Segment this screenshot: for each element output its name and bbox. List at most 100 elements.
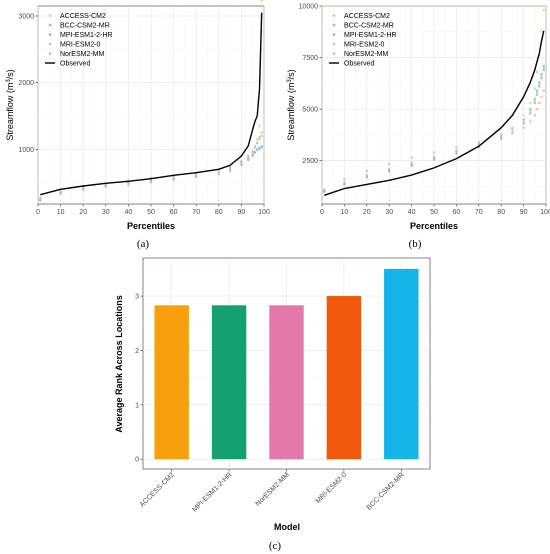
panel-b-series-noresm2-mm-point — [432, 151, 436, 154]
panel-a-series-access-cm2-point — [127, 184, 130, 187]
panel-b-legend-key-access-cm2 — [332, 14, 336, 17]
panel-a-x-tick-label: 0 — [36, 209, 40, 216]
panel-a-legend-label-bcc-csm2-mr: BCC-CSM2-MR — [60, 23, 110, 30]
panel-b-x-tick-label: 60 — [453, 209, 461, 216]
panel-b-x-axis-title: Percentiles — [410, 221, 458, 231]
panel-b-x-tick-label: 20 — [363, 209, 371, 216]
panel-b-series-access-cm2-point — [533, 87, 536, 90]
panel-a-series-access-cm2-point — [258, 124, 261, 128]
panel-a-series-mpi-esm1-2-hr-point — [127, 182, 130, 185]
panel-b-marks — [323, 8, 545, 196]
panel-a-ticks: 0 10 20 30 40 50 60 70 80 90 100 1000 2000 3000 — [18, 14, 270, 217]
panel-a-series-noresm2-mm-point — [258, 136, 261, 139]
panel-c-y-tick-label: 1 — [135, 402, 139, 409]
panel-c-bar-noresm2-mm — [269, 305, 304, 460]
panel-a-series-mpi-esm1-2-hr-point — [217, 171, 220, 174]
panel-a-x-tick-label: 30 — [102, 209, 110, 216]
panel-a-series-mpi-esm1-2-hr-point — [246, 158, 250, 162]
panel-a-series-noresm2-mm-point — [39, 196, 42, 199]
panel-c-y-axis-title: Average Rank Across Locations — [114, 295, 124, 432]
panel-b-y-tick-label: 5000 — [302, 107, 318, 114]
panel-a-series-noresm2-mm-point — [253, 146, 257, 149]
panel-a-y-tick-label: 3000 — [18, 14, 34, 21]
panel-b-series-noresm2-mm-point — [538, 101, 541, 105]
panel-a-series-mpi-esm1-2-hr-point — [149, 180, 153, 183]
panel-b-series-noresm2-mm-point — [455, 146, 458, 149]
panel-c-x-tick-label: NorESM2-MM — [255, 471, 291, 507]
panel-a-series-noresm2-mm-point — [240, 160, 243, 163]
panel-a-series-access-cm2-point — [256, 138, 259, 141]
panel-b-series-noresm2-mm-point — [410, 156, 413, 159]
panel-b-series-mpi-esm1-2-hr-point — [533, 101, 536, 105]
panel-b-series-mri-esm2-0-point — [538, 83, 541, 86]
panel-c-bar-bcc-csm2-mr — [384, 268, 419, 460]
panel-a-legend-key-mpi-esm1-2-hr — [48, 33, 52, 36]
panel-a-series-mpi-esm1-2-hr-point — [251, 154, 254, 158]
panel-c-x-tick-label: BCC-CSM2-MR — [366, 471, 406, 511]
panel-b-series-mri-esm2-0-point — [410, 161, 413, 164]
panel-b-series-bcc-csm2-mr-point — [542, 64, 545, 68]
panel-a-y-tick-label: 2000 — [18, 80, 34, 87]
panel-a-legend: ACCESS-CM2 BCC-CSM2-MR MPI-ESM1-2-HR MRI-ES… — [45, 13, 113, 68]
panel-c-x-axis-title: Model — [274, 522, 300, 532]
panel-a-legend-key-access-cm2 — [48, 14, 52, 17]
panel-b-series-mri-esm2-0-point — [432, 155, 436, 158]
panel-b-y-tick-label: 2500 — [302, 158, 318, 165]
panel-b-series-bcc-csm2-mr-point — [540, 72, 543, 76]
panel-b-series-bcc-csm2-mr-point — [538, 81, 541, 84]
panel-a-x-tick-label: 40 — [125, 209, 133, 216]
panel-b-x-tick-label: 40 — [408, 209, 416, 216]
panel-a-legend-label-access-cm2: ACCESS-CM2 — [60, 13, 106, 20]
panel-b-series-mri-esm2-0-point — [343, 181, 346, 184]
panel-b-series-bcc-csm2-mr-point — [529, 107, 532, 111]
panel-c-y-tick-label: 0 — [135, 457, 139, 464]
panel-a-y-axis-title: Streamflow (m3/s) — [5, 69, 15, 140]
panel-b-series-bcc-csm2-mr-point — [533, 97, 536, 101]
panel-a-x-tick-label: 70 — [192, 209, 200, 216]
panel-c-x-tick-label: MRI-ESM2-0 — [315, 471, 349, 505]
panel-c-bar-mri-esm2-0 — [326, 296, 362, 460]
panel-a-legend-label-mpi-esm1-2-hr: MPI-ESM1-2-HR — [60, 32, 113, 39]
panel-a-legend-key-bcc-csm2-mr — [48, 23, 52, 27]
panel-a-series-noresm2-mm-point — [251, 150, 254, 154]
panel-a-x-tick-label: 60 — [170, 209, 178, 216]
panel-c-y-tick-label: 2 — [135, 348, 139, 355]
panel-b-x-tick-label: 50 — [430, 209, 438, 216]
panel-b-series-noresm2-mm-point — [522, 126, 525, 129]
panel-a-series-mpi-esm1-2-hr-point — [104, 184, 108, 188]
panel-b-series-access-cm2-point — [540, 29, 543, 32]
panel-a-series-observed-line — [40, 12, 263, 196]
panel-a-x-tick-label: 80 — [215, 209, 223, 216]
panel-b-legend-key-mpi-esm1-2-hr — [332, 33, 336, 36]
panel-b-series-access-cm2-point — [535, 70, 539, 74]
panel-b-x-tick-label: 70 — [475, 209, 483, 216]
panel-a-series-mpi-esm1-2-hr-point — [258, 147, 261, 150]
panel-a-series-noresm2-mm-point — [260, 131, 263, 134]
panel-b-series-mpi-esm1-2-hr-point — [388, 170, 391, 173]
panel-a-series-mri-esm2-0-point — [258, 138, 261, 141]
panel-a-series-access-cm2-point — [260, 0, 263, 2]
panel-b-series-noresm2-mm-point — [529, 120, 532, 123]
panel-b-series-noresm2-mm-point — [477, 140, 480, 144]
panel-a-legend-label-observed: Observed — [60, 61, 90, 68]
panel-b-legend-key-noresm2-mm — [332, 52, 336, 55]
panel-c-bar-mpi-esm1-2-hr — [211, 305, 247, 460]
panel-b-series-mpi-esm1-2-hr-point — [540, 76, 543, 80]
panel-b-series-mri-esm2-0-point — [542, 66, 545, 70]
panel-b-series-mri-esm2-0-point — [522, 120, 525, 123]
panel-b-chart: 0 10 20 30 40 50 60 70 80 90 10025005000750010000 … — [286, 4, 550, 251]
panel-c-caption: (c) — [269, 540, 282, 552]
panel-b-x-tick-label: 80 — [497, 209, 505, 216]
panel-a-legend-key-noresm2-mm — [48, 52, 52, 55]
panel-a-x-tick-label: 90 — [238, 209, 246, 216]
panel-b-series-mpi-esm1-2-hr-point — [323, 190, 326, 193]
panel-b-series-bcc-csm2-mr-point — [535, 89, 539, 92]
panel-a-x-tick-label: 10 — [57, 209, 65, 216]
panel-b-series-mri-esm2-0-point — [455, 149, 458, 152]
panel-b-series-observed-line — [323, 30, 545, 196]
panel-b-legend-key-mri-esm2-0 — [332, 42, 336, 46]
panel-b-series-mpi-esm1-2-hr-point — [432, 158, 436, 161]
panel-a-legend-label-noresm2-mm: NorESM2-MM — [60, 51, 105, 58]
panel-c-y-tick-label: 3 — [135, 294, 139, 301]
panel-c-x-tick-label: MPI-ESM1-2-HR — [191, 471, 233, 513]
